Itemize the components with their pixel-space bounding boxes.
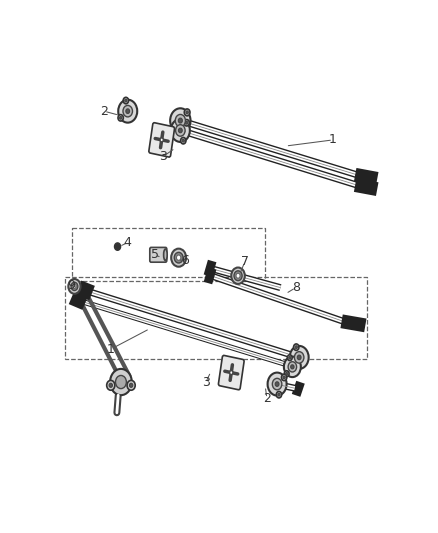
Circle shape [186,111,188,114]
Circle shape [287,355,292,360]
Circle shape [275,382,279,386]
FancyBboxPatch shape [150,247,167,262]
Circle shape [120,116,122,119]
Circle shape [68,279,81,294]
Circle shape [297,355,301,360]
Circle shape [236,273,240,278]
Circle shape [292,364,294,367]
Circle shape [293,344,299,350]
Text: 5: 5 [151,248,159,261]
Circle shape [231,268,245,284]
Circle shape [116,375,127,389]
Circle shape [114,243,120,251]
Text: 2: 2 [100,104,108,118]
Circle shape [109,383,113,387]
Circle shape [278,393,280,396]
FancyBboxPatch shape [149,123,174,157]
Circle shape [186,122,188,124]
Circle shape [125,99,127,102]
Circle shape [107,381,115,390]
Circle shape [282,374,287,381]
Circle shape [290,362,296,368]
Circle shape [118,115,124,121]
Circle shape [174,252,183,263]
Circle shape [123,106,132,117]
Circle shape [290,346,309,369]
Circle shape [286,373,288,375]
Circle shape [295,346,297,349]
Circle shape [129,383,133,387]
Text: 1: 1 [329,133,337,147]
Circle shape [170,108,191,133]
Circle shape [176,125,185,136]
FancyBboxPatch shape [219,356,244,390]
Circle shape [110,369,132,395]
Circle shape [177,255,181,260]
Circle shape [178,118,182,123]
Text: 8: 8 [292,281,300,294]
Circle shape [234,271,242,281]
Circle shape [180,138,186,144]
Text: 3: 3 [202,376,210,389]
Circle shape [180,128,186,135]
Text: 1: 1 [107,343,115,356]
Ellipse shape [164,249,167,261]
Circle shape [171,248,186,266]
Circle shape [182,139,184,142]
Circle shape [118,100,137,123]
Circle shape [171,119,190,142]
Circle shape [160,138,163,142]
Circle shape [284,357,301,377]
Circle shape [184,119,189,126]
Circle shape [289,357,291,359]
Circle shape [291,365,294,369]
Circle shape [268,373,286,395]
Text: 3: 3 [159,150,167,163]
Circle shape [123,98,128,104]
Circle shape [184,109,190,116]
Text: 4: 4 [124,236,132,249]
Circle shape [182,130,185,133]
Text: 9: 9 [67,279,75,292]
Text: 2: 2 [263,392,271,405]
Circle shape [175,115,185,127]
Circle shape [288,362,297,372]
Circle shape [284,371,289,376]
Text: 7: 7 [241,255,249,268]
Circle shape [73,284,76,288]
Circle shape [283,376,285,379]
Circle shape [294,352,304,363]
Circle shape [272,378,282,390]
Circle shape [71,282,78,290]
Circle shape [178,128,182,133]
Text: 6: 6 [181,254,189,266]
Circle shape [230,370,233,375]
Circle shape [127,381,135,390]
Circle shape [126,109,130,114]
Circle shape [276,391,282,398]
